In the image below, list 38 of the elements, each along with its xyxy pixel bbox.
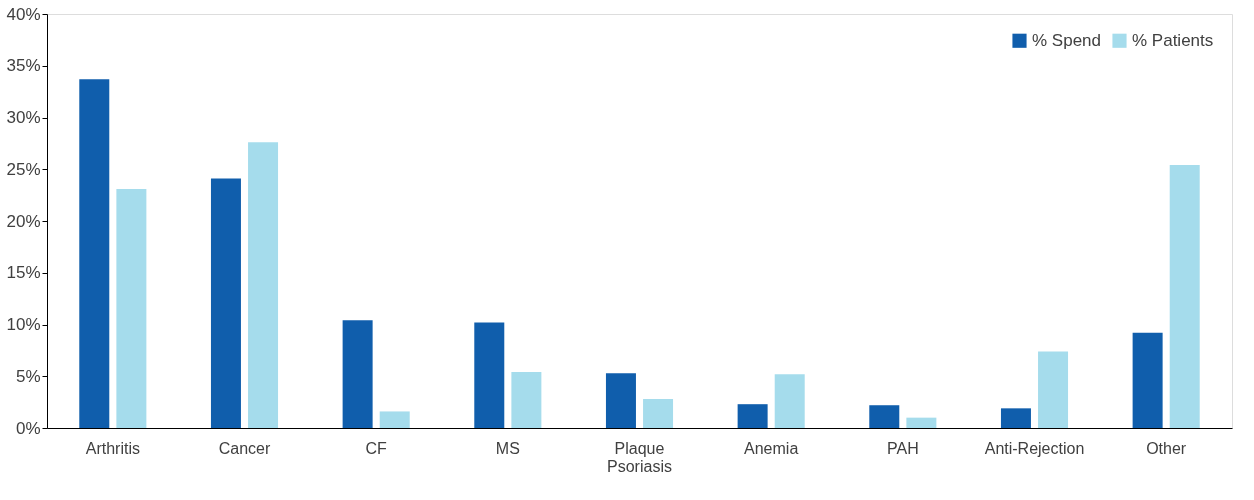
legend-label: % Patients: [1132, 30, 1214, 50]
x-tick-label: Other: [1146, 439, 1187, 457]
bar: [116, 188, 147, 428]
bar: [906, 417, 937, 428]
x-tick-label: Plaque Psoriasis: [607, 439, 672, 475]
x-tick-label: MS: [495, 439, 520, 457]
bar: [1038, 351, 1069, 428]
x-tick-label: PAH: [886, 439, 919, 457]
bar: [643, 399, 674, 428]
bar: [737, 404, 768, 428]
bar: [869, 405, 900, 428]
y-tick-label: 25%: [6, 159, 41, 179]
x-tick-label: Arthritis: [85, 439, 140, 457]
bar: [342, 320, 373, 428]
y-tick-label: 5%: [15, 366, 41, 386]
y-tick-label: 20%: [6, 211, 41, 231]
legend-label: % Spend: [1032, 30, 1101, 50]
x-tick-label: Anti-Rejection: [984, 439, 1085, 457]
bar: [474, 322, 505, 428]
x-tick-label: Cancer: [218, 439, 271, 457]
bar: [1169, 165, 1200, 428]
y-tick-label: 15%: [6, 263, 41, 283]
bar: [1132, 332, 1163, 428]
y-tick-label: 30%: [6, 108, 41, 127]
bar: [379, 411, 410, 428]
bar: [1000, 408, 1031, 428]
bar: [210, 178, 241, 428]
y-tick-label: 35%: [6, 56, 41, 76]
bar: [79, 79, 110, 428]
bar: [774, 374, 805, 428]
bar: [248, 142, 279, 428]
y-tick-label: 0%: [15, 418, 41, 438]
y-tick-label: 40%: [6, 4, 41, 24]
bar: [605, 373, 636, 428]
x-tick-label: CF: [365, 439, 388, 457]
x-tick-label: Anemia: [744, 439, 799, 457]
y-tick-label: 10%: [6, 315, 41, 334]
bar: [511, 372, 542, 428]
